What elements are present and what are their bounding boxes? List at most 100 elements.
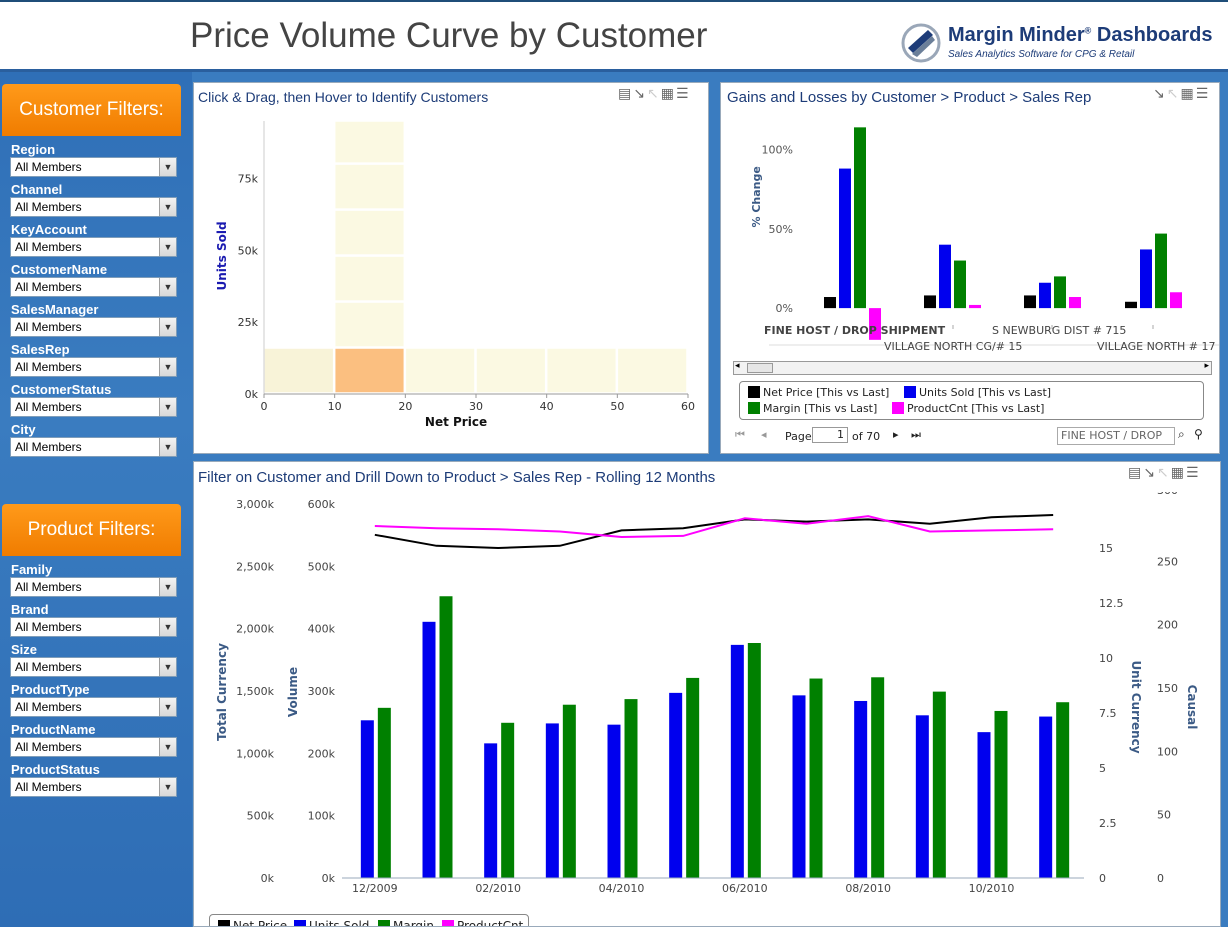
legend-item[interactable]: Margin [This vs Last] bbox=[748, 402, 877, 415]
legend-item[interactable]: Net Price bbox=[218, 919, 287, 926]
customer-filter-select[interactable]: All Members ▼ bbox=[10, 197, 177, 217]
bar[interactable] bbox=[484, 743, 498, 878]
grid-view-icon[interactable]: ▦ bbox=[1170, 465, 1186, 481]
chevron-down-icon[interactable]: ▼ bbox=[159, 438, 176, 456]
minimize-icon[interactable]: ↘ bbox=[1143, 465, 1157, 481]
product-filter-select[interactable]: All Members ▼ bbox=[10, 737, 177, 757]
bar[interactable] bbox=[871, 677, 885, 878]
minimize-icon[interactable]: ↘ bbox=[633, 86, 647, 102]
heatmap-cell[interactable] bbox=[475, 347, 547, 394]
customer-filter-select[interactable]: All Members ▼ bbox=[10, 437, 177, 457]
heatmap-cell[interactable] bbox=[333, 120, 406, 164]
export-icon[interactable]: ▤ bbox=[1128, 465, 1144, 481]
horizontal-scrollbar[interactable]: ◂ ▸ bbox=[733, 361, 1212, 375]
customer-filter-select[interactable]: All Members ▼ bbox=[10, 277, 177, 297]
menu-icon[interactable]: ☰ bbox=[1195, 86, 1211, 102]
bar[interactable] bbox=[1024, 295, 1036, 309]
maximize-icon[interactable]: ↖ bbox=[1166, 86, 1181, 102]
bar[interactable] bbox=[977, 732, 991, 878]
bar[interactable] bbox=[824, 297, 836, 309]
bar[interactable] bbox=[969, 304, 981, 309]
bar[interactable] bbox=[1054, 276, 1066, 309]
heatmap-cell[interactable] bbox=[333, 301, 406, 348]
first-page-icon[interactable]: ⏮ bbox=[735, 428, 745, 441]
bar[interactable] bbox=[1069, 297, 1081, 309]
last-page-icon[interactable]: ⏭ bbox=[911, 428, 921, 441]
product-filter-select[interactable]: All Members ▼ bbox=[10, 777, 177, 797]
add-user-icon[interactable]: ⚲ bbox=[1194, 427, 1203, 441]
bar[interactable] bbox=[422, 621, 436, 878]
maximize-icon[interactable]: ↖ bbox=[1156, 465, 1171, 481]
chevron-down-icon[interactable]: ▼ bbox=[159, 318, 176, 336]
heatmap-cell[interactable] bbox=[333, 209, 406, 256]
customer-filter-select[interactable]: All Members ▼ bbox=[10, 357, 177, 377]
bar[interactable] bbox=[932, 691, 946, 878]
series-line[interactable] bbox=[374, 514, 1054, 550]
bar[interactable] bbox=[915, 715, 929, 878]
bar[interactable] bbox=[439, 596, 453, 878]
scroll-thumb[interactable] bbox=[747, 363, 773, 373]
legend-item[interactable]: Units Sold bbox=[294, 919, 369, 926]
customer-filter-select[interactable]: All Members ▼ bbox=[10, 157, 177, 177]
scroll-left-icon[interactable]: ◂ bbox=[735, 361, 740, 371]
bar[interactable] bbox=[730, 644, 744, 878]
bar[interactable] bbox=[360, 720, 374, 878]
bar[interactable] bbox=[809, 678, 823, 878]
rolling-12-months-chart[interactable]: 0k 500k 1,000k 1,500k 2,000k 2,500k 3,000k 0k 10… bbox=[194, 492, 1220, 927]
grid-view-icon[interactable]: ▦ bbox=[660, 86, 676, 102]
chevron-down-icon[interactable]: ▼ bbox=[159, 198, 176, 216]
bar[interactable] bbox=[686, 677, 700, 878]
bar[interactable] bbox=[1155, 233, 1167, 309]
bar[interactable] bbox=[1140, 249, 1152, 309]
export-icon[interactable]: ▤ bbox=[618, 86, 634, 102]
chevron-down-icon[interactable]: ▼ bbox=[159, 578, 176, 596]
bar[interactable] bbox=[994, 710, 1008, 878]
page-input[interactable]: 1 bbox=[812, 427, 848, 443]
legend-item[interactable]: Margin bbox=[378, 919, 434, 926]
customer-filter-select[interactable]: All Members ▼ bbox=[10, 317, 177, 337]
customer-filter-select[interactable]: All Members ▼ bbox=[10, 237, 177, 257]
heatmap-cell[interactable] bbox=[404, 347, 476, 394]
bar[interactable] bbox=[954, 260, 966, 309]
bar[interactable] bbox=[839, 168, 851, 309]
legend-item[interactable]: Units Sold [This vs Last] bbox=[904, 386, 1051, 399]
bar[interactable] bbox=[869, 308, 881, 340]
bar[interactable] bbox=[501, 722, 515, 878]
minimize-icon[interactable]: ↘ bbox=[1153, 86, 1167, 102]
legend-item[interactable]: ProductCnt bbox=[442, 919, 523, 926]
chevron-down-icon[interactable]: ▼ bbox=[159, 358, 176, 376]
maximize-icon[interactable]: ↖ bbox=[646, 86, 661, 102]
chevron-down-icon[interactable]: ▼ bbox=[159, 238, 176, 256]
heatmap-cell[interactable] bbox=[333, 163, 406, 210]
bar[interactable] bbox=[377, 707, 391, 878]
chevron-down-icon[interactable]: ▼ bbox=[159, 778, 176, 796]
product-filter-select[interactable]: All Members ▼ bbox=[10, 577, 177, 597]
bar[interactable] bbox=[624, 699, 638, 878]
bar[interactable] bbox=[1125, 301, 1137, 309]
bar[interactable] bbox=[669, 692, 683, 878]
bar[interactable] bbox=[545, 723, 559, 878]
product-filter-select[interactable]: All Members ▼ bbox=[10, 697, 177, 717]
legend-item[interactable]: Net Price [This vs Last] bbox=[748, 386, 889, 399]
scroll-right-icon[interactable]: ▸ bbox=[1204, 361, 1209, 371]
customer-filter-select[interactable]: All Members ▼ bbox=[10, 397, 177, 417]
heatmap-cell[interactable] bbox=[333, 255, 406, 302]
price-volume-heatmap[interactable]: 0k 25k 50k 75k 0 10 20 30 40 50 60 Net Price Units S… bbox=[194, 111, 708, 451]
bar[interactable] bbox=[747, 643, 761, 878]
chevron-down-icon[interactable]: ▼ bbox=[159, 158, 176, 176]
menu-icon[interactable]: ☰ bbox=[1185, 465, 1201, 481]
bar[interactable] bbox=[854, 700, 868, 878]
prev-page-icon[interactable]: ◂ bbox=[761, 428, 767, 441]
gains-losses-chart[interactable]: % Change 0% 50% 100% FINE HOST / DROP SHIPME… bbox=[721, 111, 1219, 361]
bar[interactable] bbox=[1039, 716, 1053, 878]
heatmap-cell[interactable] bbox=[616, 347, 688, 394]
bar[interactable] bbox=[854, 127, 866, 309]
chevron-down-icon[interactable]: ▼ bbox=[159, 658, 176, 676]
menu-icon[interactable]: ☰ bbox=[675, 86, 691, 102]
search-icon[interactable]: ⌕ bbox=[1178, 427, 1185, 441]
chevron-down-icon[interactable]: ▼ bbox=[159, 398, 176, 416]
search-input[interactable]: FINE HOST / DROP bbox=[1057, 427, 1175, 445]
bar[interactable] bbox=[924, 295, 936, 309]
bar[interactable] bbox=[792, 695, 806, 878]
bar[interactable] bbox=[1170, 292, 1182, 309]
